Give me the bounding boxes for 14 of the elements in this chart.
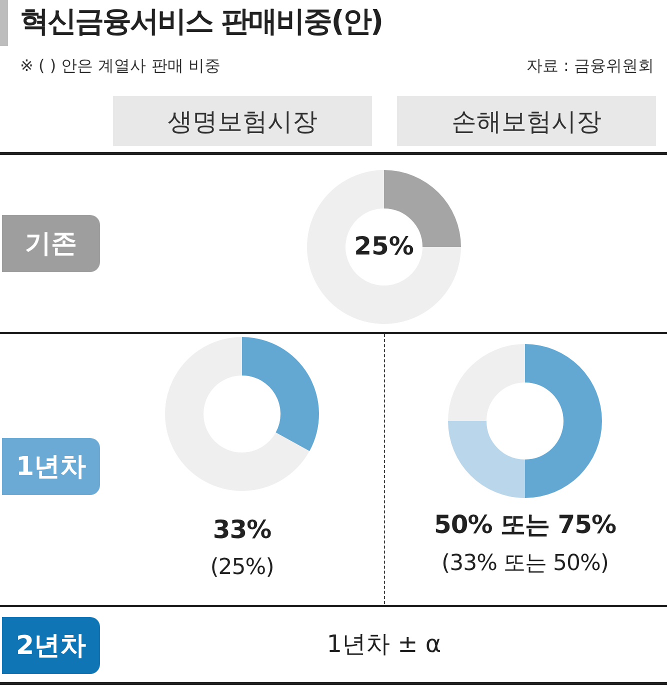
text: (25%) <box>210 555 274 580</box>
text: 기존 <box>25 228 77 261</box>
text: 2년차 <box>16 630 86 663</box>
text: ※ ( ) 안은 계열사 판매 비중 <box>20 56 220 77</box>
text: 1년차 <box>16 451 86 484</box>
text: 생명보험시장 <box>168 106 318 138</box>
text: 손해보험시장 <box>452 106 602 138</box>
data-label: 25% <box>354 232 414 260</box>
text: 혁신금융서비스 판매비중(안) <box>20 3 382 40</box>
text: 자료 : 금융위원회 <box>526 56 654 77</box>
text: 50% 또는 75% <box>434 509 616 541</box>
text: 1년차 ± α <box>326 629 442 660</box>
text: 33% <box>212 515 272 544</box>
text: (33% 또는 50%) <box>442 550 608 578</box>
